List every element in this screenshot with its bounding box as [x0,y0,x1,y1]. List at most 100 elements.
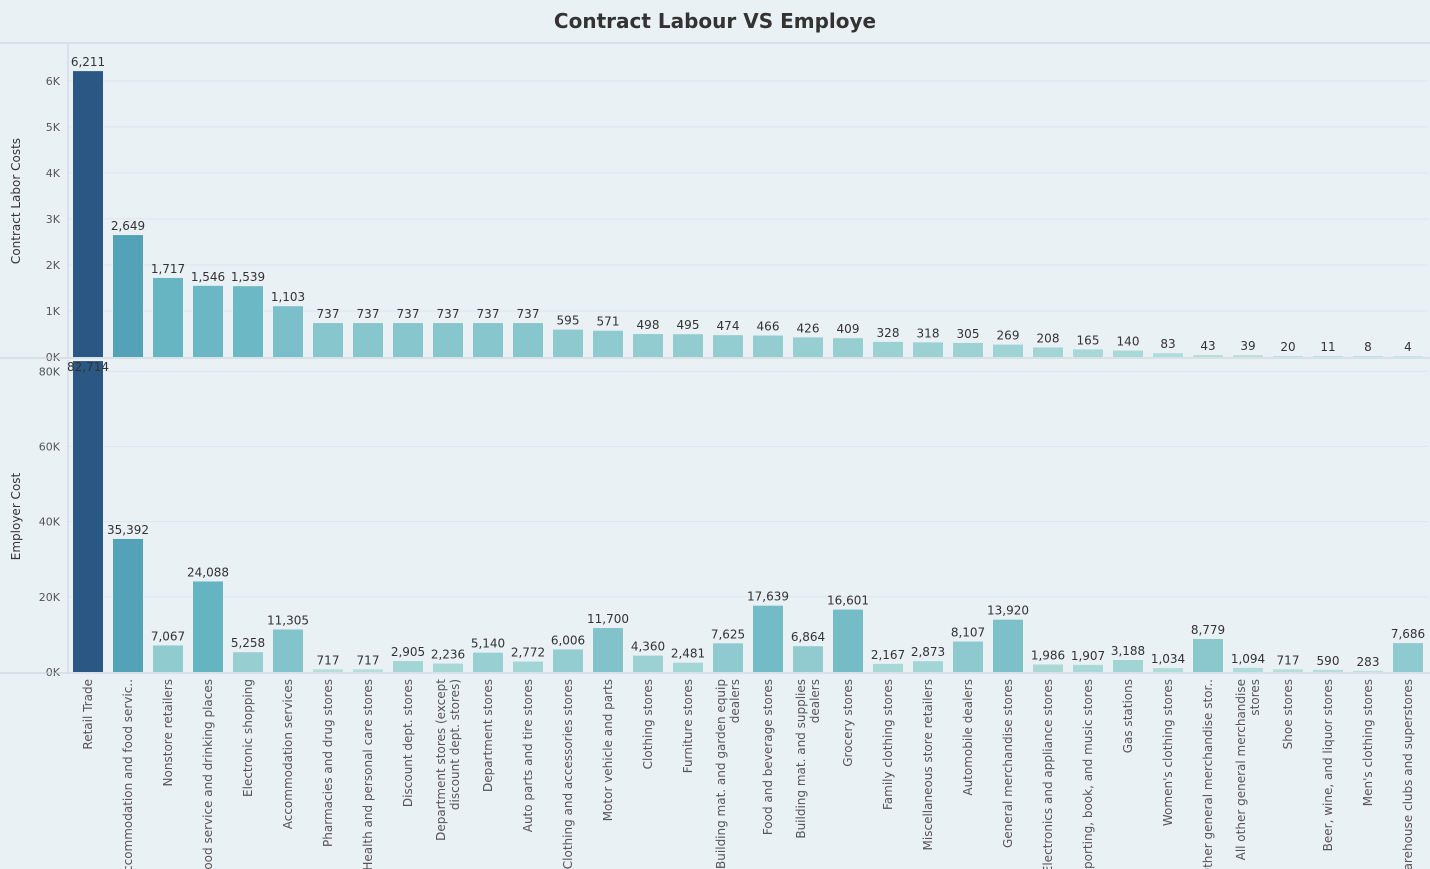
data-label: 571 [597,315,620,329]
category-label: Warehouse clubs and superstores [1401,679,1415,869]
y-tick-label: 1K [46,305,61,318]
bar [593,330,623,357]
bar [1153,668,1183,672]
bar [553,329,583,357]
bar [193,285,223,357]
data-label: 11,700 [587,612,629,626]
y-tick-label: 20K [39,591,61,604]
bar [753,605,783,672]
bar [1233,667,1263,672]
data-label: 16,601 [827,594,869,608]
data-label: 737 [477,307,500,321]
bar [593,628,623,672]
data-label: 328 [877,326,900,340]
category-label: Nonstore retailers [161,679,175,786]
bar [1193,355,1223,357]
data-label: 495 [677,318,700,332]
data-label: 2,873 [911,645,945,659]
category-label: Accommodation and food servic.. [121,679,135,869]
bar [833,609,863,672]
bar [1353,356,1383,357]
category-label: Department stores [481,679,495,792]
bar [73,361,103,672]
category-label: Department stores (except [434,679,448,841]
data-label: 82,714 [67,360,109,374]
bar [993,619,1023,672]
data-label: 8 [1364,340,1372,354]
category-label: Automobile dealers [961,679,975,796]
bar [353,323,383,357]
category-label: Retail Trade [81,679,95,750]
data-label: 498 [637,318,660,332]
bar [113,235,143,357]
data-label: 2,167 [871,648,905,662]
bar [233,286,263,357]
bar [1273,669,1303,672]
category-label: dealers [728,679,742,723]
data-label: 717 [1277,653,1300,667]
bar [873,341,903,357]
data-label: 1,717 [151,262,185,276]
category-axis: Retail Trade Accommodation and food servi… [81,679,1415,869]
category-label: Accommodation services [281,679,295,829]
category-label: Building mat. and supplies [794,679,808,839]
data-label: 1,907 [1071,649,1105,663]
category-label: Food service and drinking places [201,679,215,869]
bar [953,342,983,357]
category-label: Gas stations [1121,679,1135,753]
data-label: 595 [557,314,580,328]
data-label: 6,211 [71,55,105,69]
bar [633,334,663,357]
data-label: 4 [1404,340,1412,354]
data-label: 35,392 [107,523,149,537]
bar [393,661,423,672]
bar [1393,643,1423,672]
data-label: 1,539 [231,270,265,284]
bar [433,663,463,672]
data-label: 283 [1357,655,1380,669]
bar [673,662,703,672]
data-label: 737 [317,307,340,321]
data-label: 8,779 [1191,623,1225,637]
data-label: 6,006 [551,633,585,647]
category-label: Discount dept. stores [401,679,415,807]
data-label: 165 [1077,333,1100,347]
bar [993,344,1023,357]
category-label: Miscellaneous store retailers [921,679,935,850]
data-label: 1,094 [1231,652,1265,666]
data-label: 409 [837,322,860,336]
data-label: 17,639 [747,590,789,604]
bar [833,338,863,357]
data-label: 737 [397,307,420,321]
data-label: 1,546 [191,270,225,284]
category-label: stores [1248,679,1262,716]
bar [113,538,143,672]
category-label: Electronics and appliance stores [1041,679,1055,869]
bar [913,661,943,672]
y-tick-label: 3K [46,213,61,226]
bar [633,655,663,672]
data-label: 6,864 [791,630,825,644]
data-label: 43 [1200,339,1215,353]
data-label: 83 [1160,337,1175,351]
data-label: 20 [1280,340,1295,354]
bar [713,643,743,672]
data-label: 208 [1037,331,1060,345]
bar [1113,660,1143,672]
bar [273,306,303,357]
data-label: 269 [997,329,1020,343]
y-tick-label: 5K [46,121,61,134]
category-label: All other general merchandise [1234,679,1248,860]
bar [1153,353,1183,357]
data-label: 474 [717,319,740,333]
bar [1113,350,1143,357]
data-label: 4,360 [631,640,665,654]
bar [1313,356,1343,357]
bar [1193,638,1223,672]
category-label: Other general merchandise stor.. [1201,679,1215,869]
bar [313,669,343,672]
bar [713,335,743,357]
bar [913,342,943,357]
